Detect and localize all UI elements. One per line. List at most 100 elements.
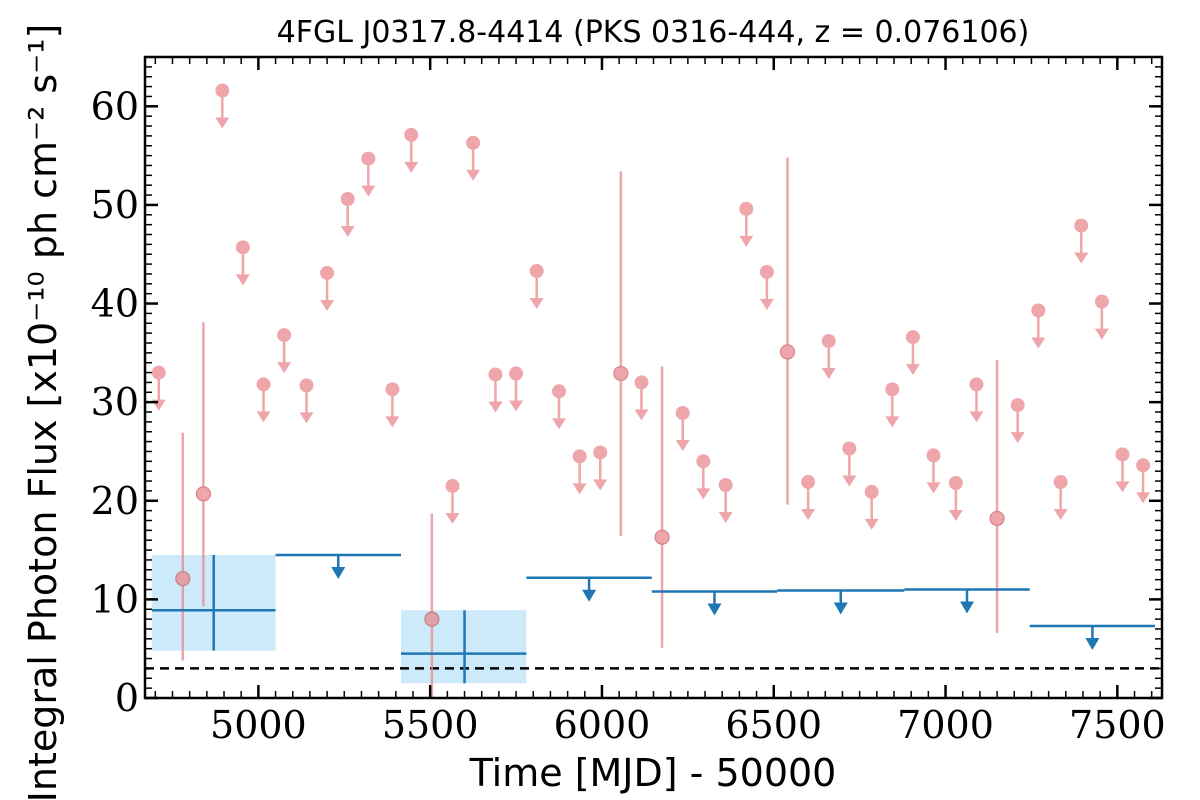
y-axis-label: Integral Photon Flux [x10⁻¹⁰ ph cm⁻² s⁻¹… xyxy=(21,24,65,800)
upper-limit-marker xyxy=(320,265,335,280)
upper-limit-marker xyxy=(256,377,271,392)
upper-limit-marker xyxy=(1136,458,1151,473)
x-tick-label: 5000 xyxy=(210,703,307,747)
upper-limit-marker xyxy=(445,478,460,493)
y-tick-label: 30 xyxy=(91,380,139,424)
upper-limit-arrow-head xyxy=(1094,328,1109,340)
upper-limit-point xyxy=(926,448,941,494)
upper-limit-point xyxy=(235,240,250,286)
upper-limit-arrow-head xyxy=(445,512,460,524)
upper-limit-arrow-head xyxy=(593,479,608,491)
upper-limit-arrow-head xyxy=(1136,492,1151,504)
upper-limit-marker xyxy=(739,201,754,216)
upper-limit-marker xyxy=(552,384,567,399)
upper-limit-arrow-head xyxy=(885,416,900,428)
upper-limit-marker xyxy=(361,151,376,166)
upper-limit-arrow-head xyxy=(340,226,355,238)
upper-limit-arrow-head xyxy=(759,298,774,310)
upper-limit-arrow-head xyxy=(1010,432,1025,444)
upper-limit-arrow-head xyxy=(696,488,711,500)
upper-limit-arrow-head xyxy=(948,510,963,522)
upper-limit-arrow-head xyxy=(675,440,690,452)
upper-limit-point xyxy=(1031,303,1046,349)
binned-upper-limit xyxy=(651,590,778,616)
chart-title: 4FGL J0317.8-4414 (PKS 0316-444, z = 0.0… xyxy=(277,15,1030,50)
upper-limit-point xyxy=(675,406,690,452)
detection-point xyxy=(424,513,440,698)
x-tick-label: 7500 xyxy=(1069,703,1166,747)
upper-limit-arrow-head xyxy=(385,416,400,428)
upper-limit-arrow-head xyxy=(739,235,754,247)
upper-limit-point xyxy=(1074,218,1089,264)
upper-limit-arrow-head xyxy=(215,117,230,129)
upper-limit-arrow-head xyxy=(1115,481,1130,493)
upper-limit-marker xyxy=(718,477,733,492)
upper-limit-arrow-head xyxy=(905,364,920,376)
upper-limit-marker xyxy=(905,330,920,345)
binned-upper-limit-arrow xyxy=(582,589,597,602)
y-tick-label: 10 xyxy=(91,577,139,621)
upper-limit-point xyxy=(445,478,460,524)
upper-limit-marker xyxy=(299,378,314,393)
upper-limit-marker xyxy=(969,377,984,392)
upper-limit-arrow-head xyxy=(552,418,567,430)
upper-limit-marker xyxy=(529,263,544,278)
upper-limit-point xyxy=(842,441,857,487)
upper-limit-arrow-head xyxy=(361,185,376,197)
x-tick-label: 7000 xyxy=(897,703,994,747)
upper-limit-point xyxy=(385,382,400,428)
upper-limit-marker xyxy=(1053,475,1068,490)
upper-limit-marker xyxy=(215,83,230,98)
upper-limit-marker xyxy=(696,454,711,469)
detection-point xyxy=(175,432,191,661)
y-tick-label: 60 xyxy=(91,84,139,128)
upper-limit-point xyxy=(320,265,335,311)
upper-limit-marker xyxy=(801,475,816,490)
upper-limit-point xyxy=(801,475,816,521)
x-tick-label: 6000 xyxy=(554,703,651,747)
detection-point xyxy=(613,171,629,537)
upper-limit-arrow-head xyxy=(1053,509,1068,521)
upper-limit-point xyxy=(488,367,503,413)
upper-limit-point xyxy=(739,201,754,247)
upper-limit-arrow-head xyxy=(299,412,314,424)
upper-limit-arrow-head xyxy=(529,297,544,309)
upper-limit-marker xyxy=(277,328,292,343)
upper-limit-marker xyxy=(675,406,690,421)
upper-limit-point xyxy=(361,151,376,197)
upper-limit-point xyxy=(821,334,836,380)
upper-limit-point xyxy=(277,328,292,374)
upper-limit-marker xyxy=(926,448,941,463)
upper-limit-arrow-head xyxy=(466,169,481,181)
upper-limit-arrow-head xyxy=(634,409,649,421)
upper-limit-marker xyxy=(948,476,963,491)
upper-limit-point xyxy=(552,384,567,430)
upper-limit-point xyxy=(509,366,524,412)
plot-area xyxy=(145,83,1162,698)
detection-point xyxy=(779,157,796,505)
upper-limit-marker xyxy=(885,382,900,397)
binned-upper-limit xyxy=(777,589,905,615)
detection-point xyxy=(195,322,212,607)
upper-limit-marker xyxy=(842,441,857,456)
y-tick-label: 40 xyxy=(91,282,139,326)
upper-limit-arrow-head xyxy=(404,161,419,173)
upper-limit-point xyxy=(864,484,879,530)
upper-limit-point xyxy=(340,192,355,238)
upper-limit-arrow-head xyxy=(488,401,503,413)
binned-upper-limit xyxy=(275,553,401,580)
upper-limit-marker xyxy=(466,135,481,150)
upper-limit-point xyxy=(1115,447,1130,493)
upper-limit-arrow-head xyxy=(801,509,816,521)
upper-limit-marker xyxy=(509,366,524,381)
upper-limit-marker xyxy=(340,192,355,207)
binned-upper-limit-arrow xyxy=(833,602,848,615)
binned-upper-limit xyxy=(1029,624,1156,651)
upper-limit-marker xyxy=(864,484,879,499)
upper-limit-point xyxy=(529,263,544,309)
upper-limit-arrow-head xyxy=(277,362,292,374)
upper-limit-point xyxy=(215,83,230,129)
upper-limit-marker xyxy=(634,375,649,390)
detection-marker xyxy=(195,486,212,502)
